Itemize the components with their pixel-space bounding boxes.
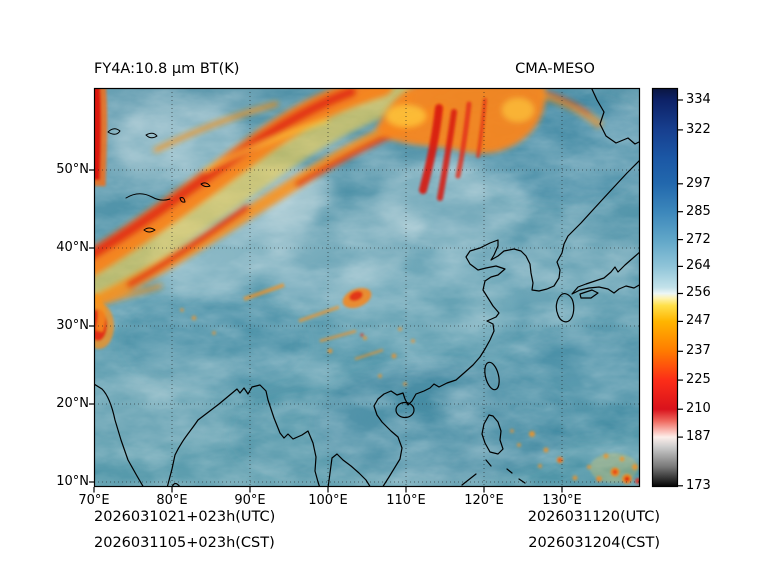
valid-time-cst: 2026031204(CST): [528, 535, 660, 551]
colorbar-tick-label: 187: [686, 429, 711, 444]
lon-tick-label: 100°E: [308, 493, 348, 508]
plot-title: FY4A:10.8 μm BT(K): [94, 61, 240, 77]
colorbar-ticks: [678, 99, 683, 487]
model-title: CMA-MESO: [515, 61, 595, 77]
lakes-outline: [107, 128, 211, 233]
colorbar-tick-label: 264: [686, 258, 711, 273]
japan-and-islands-coast: [171, 251, 640, 487]
colorbar-tick-label: 297: [686, 176, 711, 191]
colorbar-tick-label: 256: [686, 285, 711, 300]
lat-tick-label: 50°N: [56, 162, 89, 177]
colorbar-tick-label: 272: [686, 232, 711, 247]
colorbar-tick-label: 285: [686, 204, 711, 219]
lon-tick-label: 110°E: [386, 493, 426, 508]
axis-ticks: [89, 169, 563, 493]
valid-time-utc: 2026031120(UTC): [527, 509, 660, 525]
west-edge-cold-cores: [94, 88, 114, 349]
scattered-mid-cells: [180, 283, 415, 386]
lat-tick-label: 10°N: [56, 474, 89, 489]
colorbar-tick-label: 225: [686, 372, 711, 387]
colorbar-frame: [651, 87, 679, 488]
lon-tick-label: 80°E: [156, 493, 188, 508]
colorbar: [651, 87, 683, 488]
hainan-coast: [395, 401, 415, 419]
colorbar-tick-label: 334: [686, 92, 711, 107]
colorbar-tick-label: 322: [686, 122, 711, 137]
north-cold-cloud-mass: [376, 88, 604, 154]
lat-tick-label: 20°N: [56, 396, 89, 411]
coastlines: [94, 88, 640, 487]
lat-tick-label: 40°N: [56, 240, 89, 255]
lon-tick-label: 90°E: [234, 493, 266, 508]
colorbar-tick-label: 173: [686, 478, 711, 493]
lon-tick-label: 70°E: [78, 493, 110, 508]
lon-tick-label: 120°E: [464, 493, 504, 508]
lon-tick-label: 130°E: [542, 493, 582, 508]
colorbar-tick-label: 237: [686, 343, 711, 358]
lat-tick-label: 30°N: [56, 318, 89, 333]
init-time-utc: 2026031021+023h(UTC): [94, 509, 276, 525]
map-frame: [93, 87, 641, 488]
map-plot: [89, 87, 641, 493]
init-time-cst: 2026031105+023h(CST): [94, 535, 275, 551]
colorbar-tick-label: 210: [686, 401, 711, 416]
colorbar-tick-label: 247: [686, 313, 711, 328]
tropical-convection-cells: [510, 429, 640, 484]
colorbar-gradient: [652, 88, 678, 487]
bt-field-layer: [94, 88, 640, 487]
trailing-red-streaks: [419, 98, 487, 201]
taiwan-coast: [484, 361, 500, 391]
